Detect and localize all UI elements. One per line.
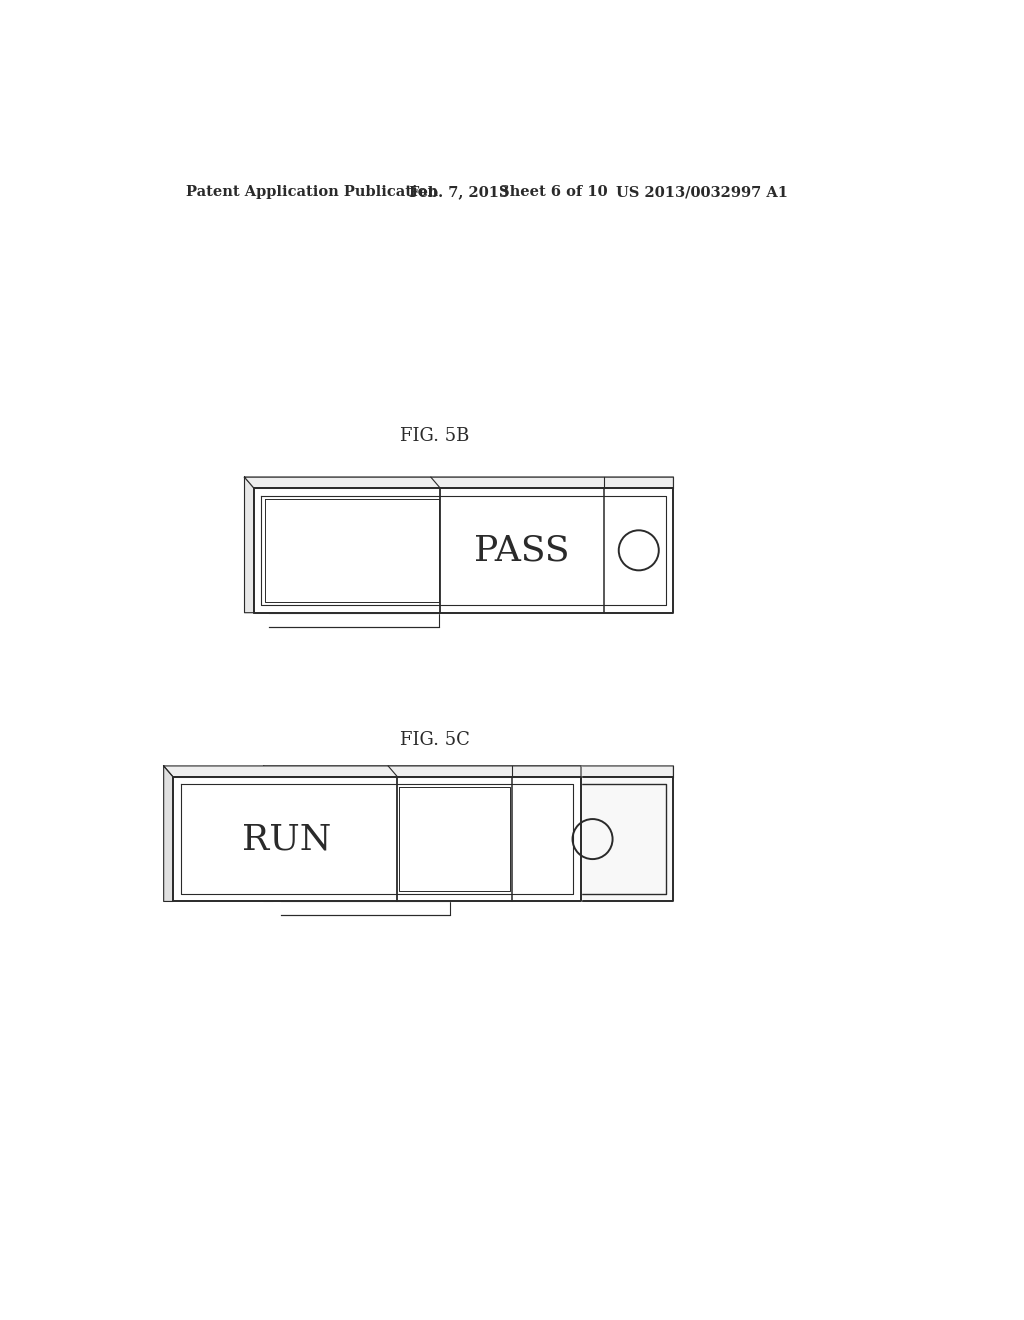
Text: FIG. 5C: FIG. 5C	[399, 731, 470, 748]
Polygon shape	[245, 478, 254, 612]
Text: Sheet 6 of 10: Sheet 6 of 10	[499, 185, 607, 199]
Text: PASS: PASS	[474, 533, 569, 568]
Polygon shape	[245, 478, 674, 488]
Polygon shape	[264, 766, 674, 776]
Text: Patent Application Publication: Patent Application Publication	[186, 185, 438, 199]
Polygon shape	[254, 488, 674, 612]
Polygon shape	[264, 766, 273, 902]
Polygon shape	[273, 776, 674, 902]
Text: RUN: RUN	[243, 822, 332, 857]
Text: US 2013/0032997 A1: US 2013/0032997 A1	[615, 185, 787, 199]
Text: FIG. 5B: FIG. 5B	[400, 426, 469, 445]
Polygon shape	[173, 776, 581, 902]
Polygon shape	[245, 478, 674, 488]
Polygon shape	[164, 766, 581, 776]
Polygon shape	[254, 488, 674, 612]
Polygon shape	[164, 766, 173, 902]
Text: Feb. 7, 2013: Feb. 7, 2013	[410, 185, 509, 199]
